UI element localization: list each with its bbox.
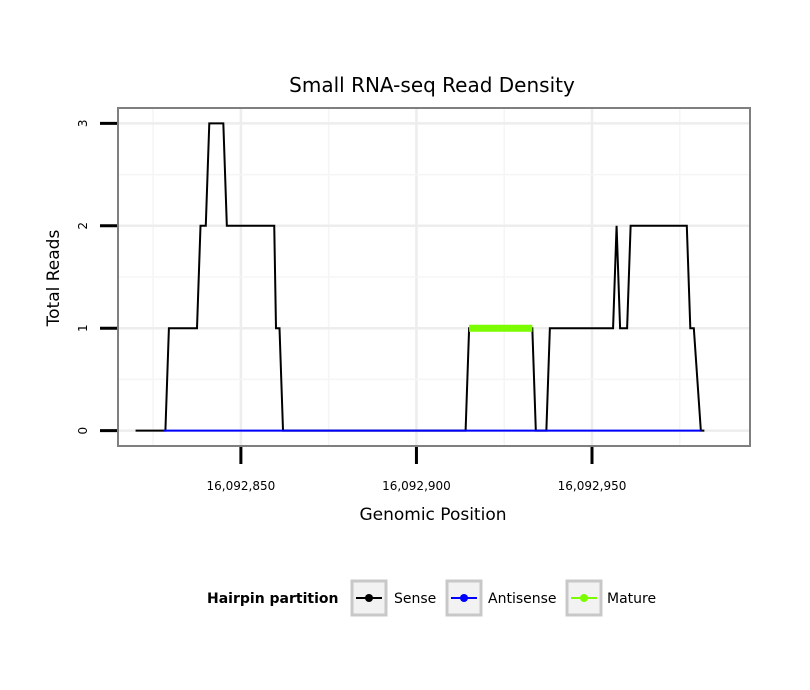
y-tick-label: 3 xyxy=(76,120,90,128)
legend-key-point xyxy=(580,594,588,602)
legend-label-mature: Mature xyxy=(607,591,656,607)
legend-title: Hairpin partition xyxy=(207,591,338,607)
legend-key-antisense xyxy=(445,579,483,617)
axes: 16,092,850 16,092,900 16,092,950 0 1 2 3 xyxy=(76,120,626,493)
y-tick-label: 2 xyxy=(76,222,90,230)
panel-frame xyxy=(117,107,751,447)
x-tick-label: 16,092,900 xyxy=(382,479,451,493)
y-axis-label: Total Reads xyxy=(44,230,64,328)
legend-label-antisense: Antisense xyxy=(488,591,557,607)
x-axis-label: Genomic Position xyxy=(359,505,506,525)
chart-title: Small RNA-seq Read Density xyxy=(289,73,575,97)
legend-key-point xyxy=(460,594,468,602)
legend-label-sense: Sense xyxy=(394,591,436,607)
x-tick-label: 16,092,950 xyxy=(558,479,627,493)
legend: Hairpin partition Sense Antisense Mature xyxy=(207,579,656,617)
y-tick-label: 0 xyxy=(76,427,90,435)
plot-panel-border xyxy=(117,107,751,447)
x-tick-label: 16,092,850 xyxy=(207,479,276,493)
legend-key-point xyxy=(365,594,373,602)
y-tick-label: 1 xyxy=(76,324,90,332)
series-lines xyxy=(135,122,705,432)
